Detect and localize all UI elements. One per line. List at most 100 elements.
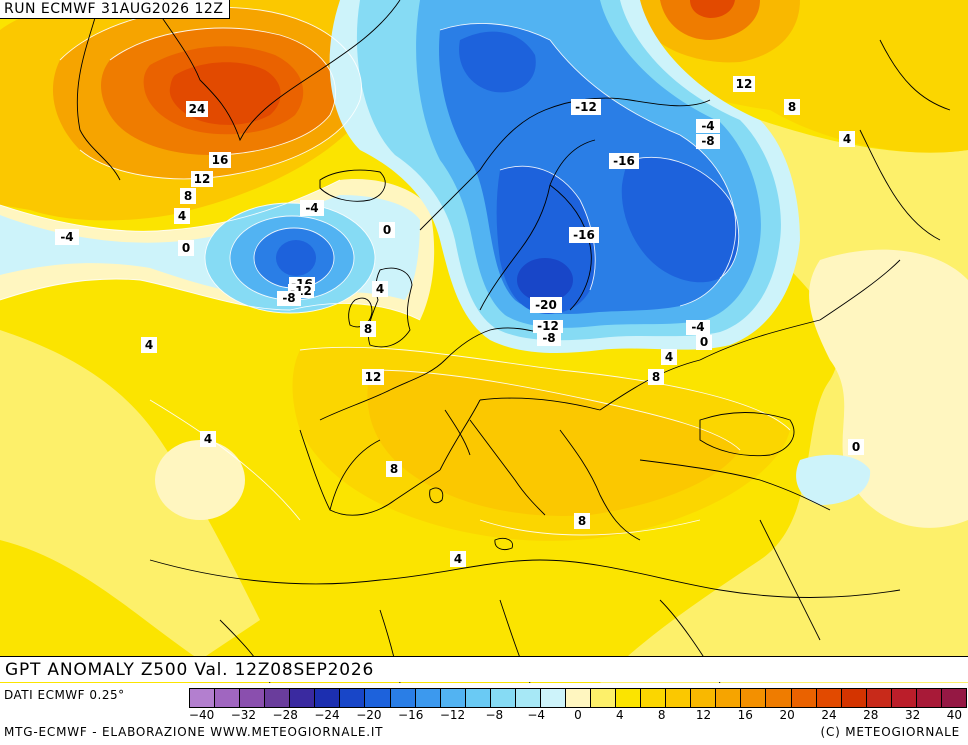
scale-tick-label: −16 xyxy=(398,708,424,722)
field-band-russia-24 xyxy=(690,0,735,18)
contour-label: 4 xyxy=(450,551,466,567)
field-band-trough-16-east xyxy=(621,157,739,283)
data-source-label: DATI ECMWF 0.25° xyxy=(4,688,125,702)
scale-tick-label: 12 xyxy=(695,708,712,722)
svg-text:-12: -12 xyxy=(537,319,559,333)
svg-text:8: 8 xyxy=(364,322,372,336)
scale-swatch xyxy=(816,689,842,707)
contour-label: -8 xyxy=(696,134,720,149)
scale-tick-label: 24 xyxy=(821,708,837,722)
field-band-twelve-europe xyxy=(367,370,740,516)
contour-label: 0 xyxy=(848,439,864,455)
svg-text:0: 0 xyxy=(700,335,708,349)
scale-swatch xyxy=(315,689,341,707)
scale-tick-label: 20 xyxy=(779,708,795,722)
svg-text:12: 12 xyxy=(736,77,753,91)
contour-label: -16 xyxy=(569,227,599,243)
scale-swatch xyxy=(941,689,966,707)
svg-text:-4: -4 xyxy=(60,230,73,244)
svg-text:16: 16 xyxy=(212,153,229,167)
contour-label: -4 xyxy=(300,200,324,216)
scale-swatch xyxy=(215,689,241,707)
contour-label: 0 xyxy=(696,335,712,350)
scale-swatch xyxy=(340,689,366,707)
contour-label: 16 xyxy=(209,152,231,168)
svg-text:-20: -20 xyxy=(535,298,557,312)
scale-tick-label: 16 xyxy=(737,708,753,722)
scale-swatch xyxy=(891,689,917,707)
run-label: RUN ECMWF 31AUG2026 12Z xyxy=(0,0,231,19)
field-band-negative-east xyxy=(796,454,871,505)
svg-text:4: 4 xyxy=(204,432,212,446)
scale-swatch xyxy=(591,689,617,707)
map-title: GPT ANOMALY Z500 Val. 12Z08SEP2026 xyxy=(0,656,968,682)
svg-text:-4: -4 xyxy=(701,119,714,133)
svg-text:-8: -8 xyxy=(701,134,714,148)
contour-label: 4 xyxy=(174,208,190,224)
scale-tick-label: 28 xyxy=(863,708,879,722)
scale-swatch xyxy=(691,689,717,707)
scale-tick-label: −24 xyxy=(314,708,340,722)
svg-text:8: 8 xyxy=(652,370,660,384)
scale-swatch xyxy=(716,689,742,707)
scale-tick-label: 40 xyxy=(946,708,963,722)
field-band-low-positive-west xyxy=(0,330,260,660)
contour-label: -8 xyxy=(277,291,301,306)
scale-tick-label: −8 xyxy=(485,708,504,722)
scale-swatch xyxy=(190,689,216,707)
svg-text:12: 12 xyxy=(194,172,211,186)
scale-swatch xyxy=(616,689,642,707)
scale-swatch xyxy=(490,689,516,707)
svg-text:4: 4 xyxy=(454,552,462,566)
svg-text:-8: -8 xyxy=(282,291,295,305)
copyright-label: (C) METEOGIORNALE xyxy=(820,725,960,739)
contour-label: 8 xyxy=(386,461,402,477)
scale-swatch xyxy=(465,689,491,707)
contour-lines xyxy=(0,7,791,536)
field-band-russia-16 xyxy=(660,0,760,40)
map-canvas: 24 16 12 8 4 0 -4 -4 -16 -12 -8 0 4 8 4 … xyxy=(0,0,968,683)
scale-swatch xyxy=(290,689,316,707)
contour-label: 24 xyxy=(186,101,208,117)
contour-label: 0 xyxy=(178,240,194,256)
scale-tick-label: −32 xyxy=(230,708,257,722)
scale-tick-label: 4 xyxy=(615,708,624,722)
color-scale-ticks: −40 −32 −28 −24 −20 −16 −12 −8 −4 0 4 8 12 16 20 24 28 32… xyxy=(189,708,967,724)
svg-text:-16: -16 xyxy=(613,154,635,168)
scale-swatch xyxy=(641,689,667,707)
scale-tick-label: 32 xyxy=(904,708,921,722)
svg-text:-16: -16 xyxy=(573,228,595,242)
scale-tick-label: −4 xyxy=(527,708,546,722)
scale-swatch xyxy=(741,689,767,707)
scale-swatch xyxy=(240,689,266,707)
contour-label: -4 xyxy=(696,119,720,133)
scale-swatch xyxy=(415,689,441,707)
svg-text:24: 24 xyxy=(189,102,206,116)
color-scale xyxy=(189,688,967,708)
scale-swatch xyxy=(540,689,566,707)
contour-labels: 24 16 12 8 4 0 -4 -4 -16 -12 -8 0 4 8 4 … xyxy=(55,76,864,682)
scale-swatch xyxy=(866,689,892,707)
svg-text:12: 12 xyxy=(365,370,382,384)
svg-text:4: 4 xyxy=(665,350,673,364)
svg-text:4: 4 xyxy=(178,209,186,223)
svg-text:8: 8 xyxy=(390,462,398,476)
contour-label: 12 xyxy=(191,171,213,187)
field-band-north-blue xyxy=(459,31,536,93)
contour-label: 4 xyxy=(372,281,388,297)
contour-label: 12 xyxy=(362,369,384,385)
scale-tick-label: −12 xyxy=(439,708,466,722)
scale-swatch xyxy=(265,689,291,707)
anomaly-map: 24 16 12 8 4 0 -4 -4 -16 -12 -8 0 4 8 4 … xyxy=(0,0,968,683)
svg-text:8: 8 xyxy=(184,189,192,203)
contour-label: 0 xyxy=(379,222,395,238)
scale-tick-label: 0 xyxy=(574,708,582,722)
svg-text:4: 4 xyxy=(843,132,851,146)
svg-text:4: 4 xyxy=(145,338,153,352)
contour-label: 4 xyxy=(839,131,855,147)
svg-text:8: 8 xyxy=(578,514,586,528)
contour-label: 8 xyxy=(360,321,376,337)
svg-text:-12: -12 xyxy=(575,100,597,114)
svg-text:-4: -4 xyxy=(691,320,704,334)
